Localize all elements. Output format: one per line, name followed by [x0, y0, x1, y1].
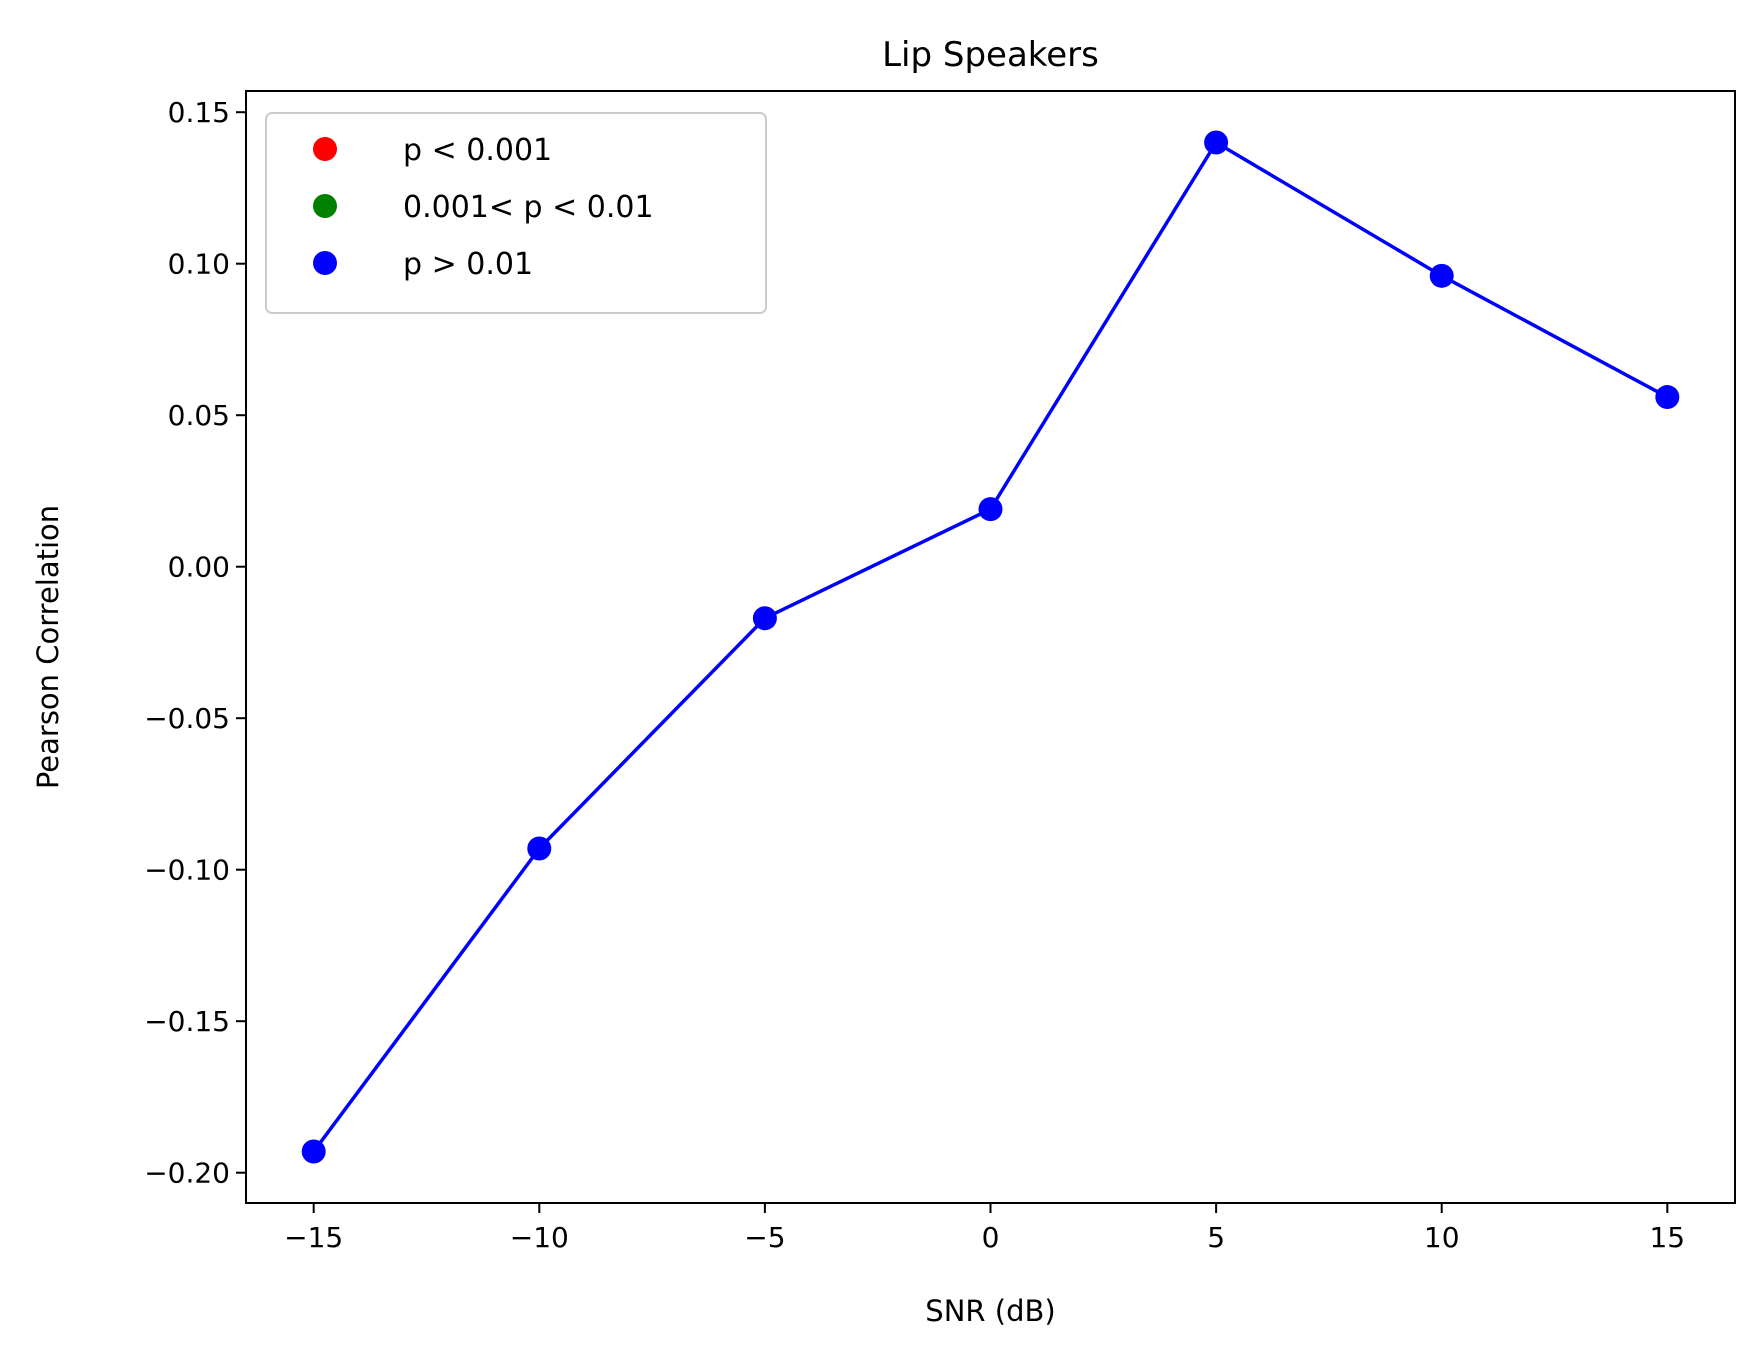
legend: p < 0.001 0.001< p < 0.01 p > 0.01 [265, 112, 767, 314]
legend-marker [313, 137, 337, 161]
x-tick-label: −10 [510, 1221, 569, 1254]
y-tick-label: 0.10 [168, 248, 230, 281]
x-tick-label: 10 [1424, 1221, 1460, 1254]
legend-box [265, 112, 767, 314]
data-point [301, 1139, 326, 1164]
x-tick-label: −5 [744, 1221, 785, 1254]
x-tick-label: 15 [1649, 1221, 1685, 1254]
data-point [1429, 263, 1454, 288]
data-point [527, 836, 552, 861]
y-tick-label: −0.05 [144, 702, 230, 735]
x-tick-label: 0 [982, 1221, 1000, 1254]
y-tick-label: −0.20 [144, 1157, 230, 1190]
x-axis-ticks: −15 −10 −5 0 5 10 15 [284, 1203, 1685, 1254]
y-tick-label: 0.00 [168, 551, 230, 584]
data-point [978, 497, 1003, 522]
y-tick-label: −0.10 [144, 854, 230, 887]
y-tick-label: −0.15 [144, 1005, 230, 1038]
x-axis-label: SNR (dB) [925, 1294, 1055, 1328]
x-tick-label: −15 [284, 1221, 343, 1254]
y-tick-label: 0.15 [168, 96, 230, 129]
x-tick-label: 5 [1207, 1221, 1225, 1254]
legend-label: 0.001< p < 0.01 [403, 190, 654, 225]
data-point [752, 606, 777, 631]
y-axis-label: Pearson Correlation [31, 505, 65, 789]
legend-label: p > 0.01 [403, 247, 533, 282]
data-point [1655, 385, 1680, 410]
series-layer [301, 130, 1680, 1164]
legend-label: p < 0.001 [403, 133, 552, 168]
data-point [1204, 130, 1229, 155]
legend-marker [313, 251, 337, 275]
y-axis-ticks: 0.15 0.10 0.05 0.00 −0.05 −0.10 −0.15 −0.20 [144, 96, 246, 1190]
chart-title: Lip Speakers [882, 35, 1099, 75]
y-tick-label: 0.05 [168, 399, 230, 432]
legend-marker [313, 194, 337, 218]
